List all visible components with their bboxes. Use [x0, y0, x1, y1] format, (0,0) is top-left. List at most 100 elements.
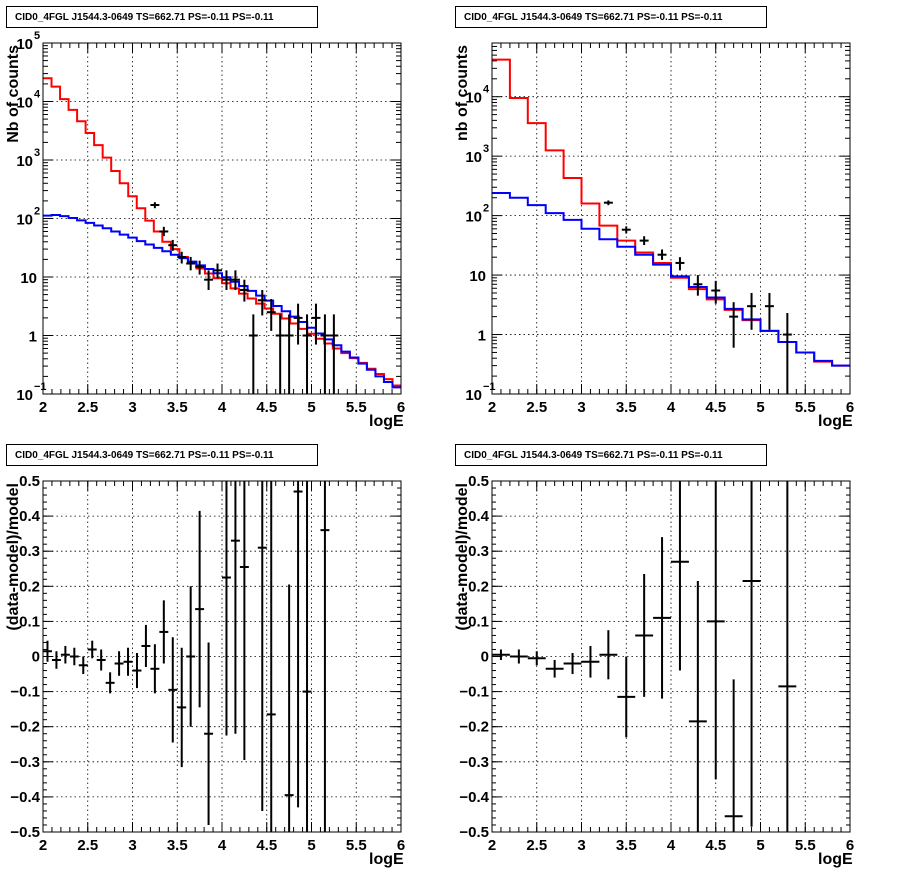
y-tick-label: 0.3	[19, 543, 40, 560]
x-tick-label: 3.5	[167, 837, 188, 854]
data-point	[257, 289, 267, 316]
data-point	[222, 270, 231, 290]
y-tick-label: −0.3	[459, 754, 489, 771]
y-tick-label: 0.1	[19, 613, 40, 630]
data-point	[747, 292, 757, 330]
x-tick-label: 4	[667, 399, 676, 416]
y-axis-label: (data-model)/model	[454, 483, 471, 631]
data-point	[239, 481, 249, 761]
x-tick-label: 4.5	[705, 399, 726, 416]
x-axis-label: logE	[818, 413, 853, 430]
data-point	[266, 481, 276, 832]
plot-frame-br	[491, 480, 851, 833]
y-tick-label-base: 10	[16, 95, 33, 112]
data-point	[657, 249, 667, 260]
y-tick-label-base: 10	[16, 212, 33, 229]
y-tick-label: 10 2	[16, 206, 40, 229]
x-tick-label: 3	[577, 837, 585, 854]
data-point	[509, 649, 528, 664]
data-point	[105, 672, 115, 694]
data-point	[302, 314, 312, 394]
data-point	[69, 647, 79, 666]
x-axis-label: logE	[369, 413, 404, 430]
data-point	[60, 645, 70, 664]
y-tick-label: 0.5	[468, 473, 489, 490]
x-tick-label: 6	[846, 399, 854, 416]
y-tick-label: 0.2	[19, 578, 40, 595]
y-tick-label: 10	[20, 270, 37, 287]
data-point	[693, 275, 703, 296]
x-tick-label: 4	[218, 399, 227, 416]
pad-title-top-left: CID0_4FGL J1544.3-0649 TS=662.71 PS=-0.1…	[6, 6, 318, 28]
data-point	[782, 313, 792, 394]
y-tick-label: 0.4	[468, 508, 490, 525]
data-point	[688, 581, 707, 832]
data-point	[675, 257, 685, 271]
data-point	[742, 481, 761, 827]
y-tick-label-exp: 4	[34, 89, 41, 101]
y-tick-label: 10 −1	[16, 381, 46, 404]
y-tick-label: −0.1	[459, 684, 489, 701]
data-point	[581, 645, 600, 678]
y-tick-label-exp: −1	[483, 381, 496, 393]
y-tick-label: −0.4	[10, 789, 40, 806]
data-point	[195, 260, 205, 275]
data-point	[195, 510, 205, 708]
y-tick-label-exp: 5	[34, 30, 40, 42]
data-point	[545, 660, 564, 678]
x-tick-label: 5.5	[795, 837, 816, 854]
data-point	[177, 251, 187, 264]
y-tick-label-base: 10	[465, 387, 482, 404]
x-tick-label: 3.5	[616, 837, 637, 854]
y-tick-label: −0.5	[10, 824, 40, 841]
y-tick-label: 10 2	[465, 203, 489, 226]
data-point	[778, 481, 797, 832]
x-minor-ticks-bl	[42, 480, 402, 833]
data-point	[320, 314, 330, 394]
data-points-tl	[150, 202, 339, 394]
y-tick-label-base: 10	[465, 90, 482, 107]
data-point	[706, 481, 725, 780]
x-tick-label: 5	[307, 399, 315, 416]
data-point	[284, 584, 294, 832]
x-tick-label: 5	[756, 399, 764, 416]
x-tick-label: 6	[846, 837, 854, 854]
data-point	[724, 679, 743, 832]
data-point	[123, 647, 133, 676]
data-points-tr	[603, 200, 792, 394]
y-tick-label-exp: 4	[483, 84, 490, 96]
grid-bl	[43, 481, 401, 832]
minor-ticks-tr	[492, 45, 850, 377]
data-point	[527, 651, 546, 666]
data-point	[168, 239, 178, 251]
data-point	[204, 270, 214, 290]
y-tick-label-exp: −1	[34, 381, 47, 393]
data-point	[671, 481, 689, 671]
plot-frame-bl	[42, 480, 402, 833]
data-point	[603, 200, 613, 206]
y-tick-label: 10 5	[16, 30, 40, 53]
x-minor-ticks-tr	[491, 43, 851, 395]
x-tick-label: 5	[307, 837, 315, 854]
data-point	[204, 642, 214, 825]
y-tick-label: −0.2	[10, 719, 40, 736]
data-point	[96, 649, 106, 671]
y-tick-label: 10	[469, 268, 486, 285]
x-tick-label: 3	[128, 837, 136, 854]
data-point	[177, 647, 187, 768]
grid-tl	[43, 43, 401, 394]
x-tick-label: 4	[667, 837, 676, 854]
data-point	[141, 624, 151, 668]
pad-title-top-right: CID0_4FGL J1544.3-0649 TS=662.71 PS=-0.1…	[455, 6, 767, 28]
x-tick-label: 2	[488, 837, 496, 854]
data-point	[729, 302, 739, 348]
data-point	[239, 279, 249, 302]
y-tick-label: 0	[481, 649, 489, 666]
data-point	[302, 481, 312, 832]
data-point	[563, 652, 582, 675]
chart-br: 2 2.5 3 3.5 4 4.5 5 5.5 6 −0.5 −0.4 −0.3 −0.2 −0.1 0 0.…	[454, 473, 854, 868]
x-tick-label: 2	[488, 399, 496, 416]
pad-title-bottom-left: CID0_4FGL J1544.3-0649 TS=662.71 PS=-0.1…	[6, 444, 318, 466]
data-points-br	[492, 481, 797, 832]
y-tick-label: 0.1	[468, 613, 489, 630]
